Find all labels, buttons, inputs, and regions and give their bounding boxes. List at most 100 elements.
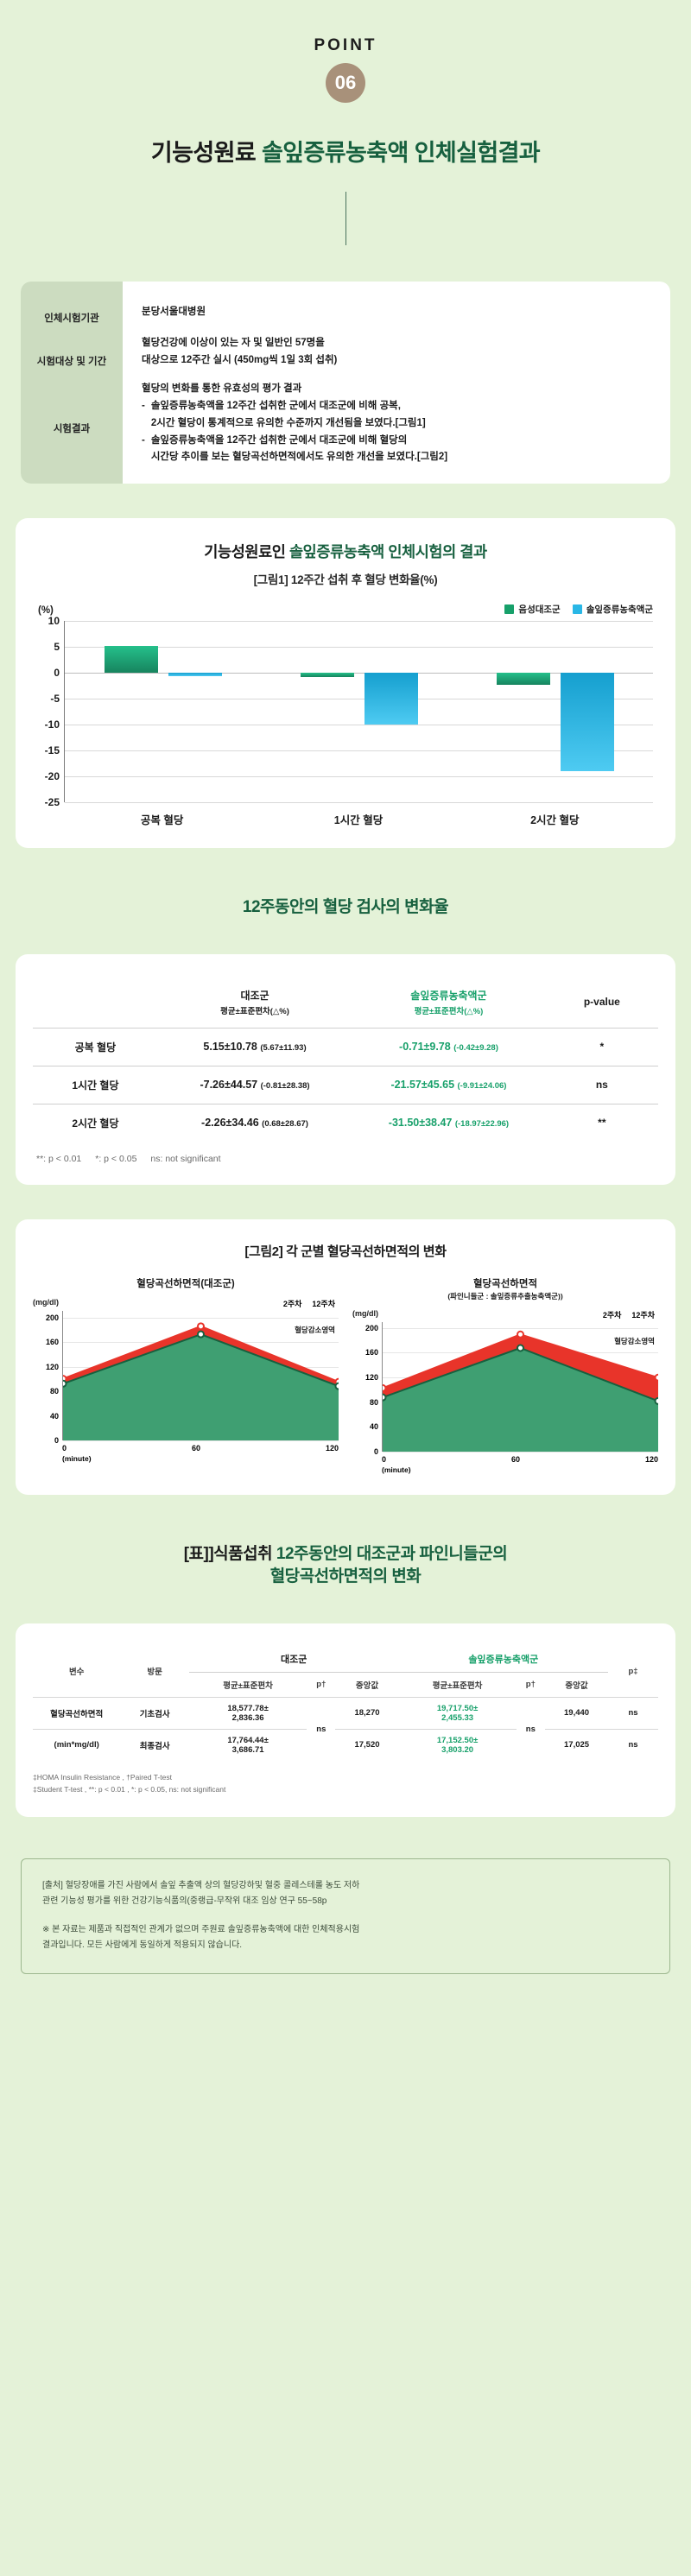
auc-svg	[383, 1330, 658, 1452]
bullet-dash-icon: -	[142, 401, 145, 412]
auc-y-tick: 120	[365, 1372, 378, 1382]
legend-item-control: 음성대조군	[504, 603, 561, 616]
auc-y-tick: 200	[365, 1323, 378, 1332]
footer-source-line2: 관련 기능성 평가를 위한 건강기능식품의(중랭급-무작위 대조 임상 연구 5…	[42, 1896, 327, 1907]
th-p: p‡	[628, 1666, 638, 1676]
th-control-sub: 평균±표준편차(△%)	[220, 1006, 289, 1016]
bullet1-line2: 2시간 혈당이 통계적으로 유의한 수준까지 개선됨을 보였다.[그림1]	[150, 417, 426, 428]
cell-test-median: 19,440	[564, 1708, 590, 1718]
auc-gridline: 200	[365, 1324, 658, 1332]
auc-area-annotation: 혈당감소영역	[612, 1335, 656, 1346]
x-axis-label: 2시간 혈당	[530, 814, 580, 827]
y-axis-tick: 0	[54, 667, 60, 680]
chart-gridline: -25	[45, 796, 653, 808]
auc-x-tick: 60	[191, 1444, 200, 1453]
point-number-badge: 06	[326, 63, 365, 103]
bar-test	[560, 673, 614, 771]
auc-right-title-text: 혈당곡선하면적	[472, 1278, 538, 1289]
bar-chart-title-accent: 솔잎증류농축액 인체시험의 결과	[288, 543, 487, 561]
info-label-subjects: 시험대상 및 기간	[36, 357, 107, 367]
auc-x-tick: 120	[325, 1444, 339, 1453]
legend-swatch	[572, 604, 582, 615]
table-row: 공복 혈당 5.15±10.78 (5.67±11.93) -0.71±9.78 (…	[33, 1028, 658, 1066]
bar-group	[457, 621, 653, 802]
th-control: 대조군 평균±표준편차(△%)	[158, 977, 352, 1029]
chart-gridline: 0	[54, 667, 653, 679]
auc-y-tick: 0	[373, 1446, 378, 1456]
th-test-p: p†	[525, 1680, 536, 1690]
auc-point	[197, 1331, 205, 1339]
table-row: 혈당곡선하면적 기초검사 18,577.78± 2,836.36 ns 18,270 19,…	[33, 1697, 658, 1734]
legend-swatch	[504, 604, 515, 615]
x-axis-label: 1시간 혈당	[333, 814, 384, 827]
auc-title: [그림2] 각 군별 혈당곡선하면적의 변화	[244, 1244, 447, 1259]
table2-group-row: 변수 방문 대조군 솔잎증류농축액군 p‡	[33, 1645, 658, 1677]
auc-point	[383, 1393, 387, 1402]
auc-left-title: 혈당곡선하면적(대조군)	[33, 1277, 339, 1292]
chart-gridline: -15	[45, 744, 653, 756]
auc-y-tick: 160	[45, 1338, 59, 1347]
bullet-dash-icon: -	[142, 434, 145, 446]
bar-group	[65, 621, 261, 802]
auc-y-tick: 0	[54, 1436, 59, 1446]
study-info-content: 분당서울대병원 혈당건강에 이상이 있는 자 및 일반인 57명을 대상으로 1…	[123, 282, 670, 484]
info-hospital: 분당서울대병원	[142, 307, 206, 317]
page-title-accent: 솔잎증류농축액 인체실험결과	[262, 140, 541, 166]
row-label: 1시간 혈당	[72, 1079, 119, 1092]
table1-header-row: 대조군 평균±표준편차(△%) 솔잎증류농축액군 평균±표준편차(△%) p-v…	[33, 977, 658, 1029]
auc-x-tick: 0	[382, 1454, 387, 1464]
info-results-bullet-2: - 솔잎증류농축액을 12주간 섭취한 군에서 대조군에 비해 혈당의 시간당 …	[142, 433, 655, 467]
bar-test	[168, 673, 222, 677]
footer-source: [출처] 혈당장애를 가진 사람에서 솔잎 추출액 상의 혈당강하및 혈중 콜레…	[42, 1878, 649, 1910]
auc-left-legend-week12: 12주차	[312, 1300, 335, 1309]
cell-variable: 혈당곡선하면적	[50, 1709, 104, 1719]
cell-test-p: ns	[525, 1724, 536, 1734]
row-label: 공복 혈당	[74, 1041, 117, 1054]
table1-head: 대조군 평균±표준편차(△%) 솔잎증류농축액군 평균±표준편차(△%) p-v…	[33, 977, 658, 1029]
th-pvalue: p-value	[583, 996, 620, 1009]
auc-point	[197, 1322, 205, 1331]
cell-variable: (min*mg/dl)	[54, 1740, 99, 1750]
bar-test	[364, 673, 418, 725]
y-axis-tick: -20	[44, 770, 60, 783]
auc-y-tick: 40	[369, 1422, 378, 1432]
auc-area-annotation: 혈당감소영역	[293, 1325, 337, 1336]
glucose-change-table: 대조군 평균±표준편차(△%) 솔잎증류농축액군 평균±표준편차(△%) p-v…	[33, 977, 658, 1142]
auc-chart-card: [그림2] 각 군별 혈당곡선하면적의 변화 혈당곡선하면적(대조군) (mg/…	[16, 1218, 675, 1495]
auc-left-unit: (mg/dl)	[33, 1298, 59, 1307]
auc-x-tick: 60	[510, 1454, 520, 1464]
bar-chart-card: 기능성원료인 솔잎증류농축액 인체시험의 결과 [그림1] 12주간 섭취 후 …	[16, 518, 675, 849]
chart-gridline: -20	[45, 770, 653, 782]
th-blank	[33, 977, 158, 1029]
bar-group	[261, 621, 457, 802]
table-note: ‡HOMA Insulin Resistance , †Paired T-tes…	[33, 1772, 172, 1782]
table-note: *: p < 0.05	[95, 1153, 137, 1164]
bar-chart-plot: 10 5 0 -5 -10 -15 -20 -25	[45, 615, 653, 808]
y-axis-tick: 10	[48, 615, 60, 628]
info-label-institution: 인체시험기관	[44, 313, 99, 324]
cell-test-median: 17,025	[564, 1740, 590, 1750]
th-test-sub: 평균±표준편차(△%)	[414, 1006, 484, 1016]
info-results-heading: 혈당의 변화를 통한 유효성의 평가 결과	[142, 383, 302, 395]
auc-charts-row: 혈당곡선하면적(대조군) (mg/dl) 2주차 12주차 200 160 120 8…	[33, 1277, 658, 1474]
footer-disclaimer-line1: ※ 본 자료는 제품과 직접적인 관계가 없으며 주원료 솔잎증류농축액에 대한…	[42, 1924, 360, 1934]
cell-control: -7.26±44.57 (-0.81±28.38)	[200, 1079, 310, 1092]
th-group-control: 대조군	[188, 1645, 399, 1673]
auc-right-legend: (mg/dl) 2주차 12주차	[352, 1309, 655, 1320]
th-ctrl-median: 중앙값	[355, 1680, 379, 1691]
footer-box: [출처] 혈당장애를 가진 사람에서 솔잎 추출액 상의 혈당강하및 혈중 콜레…	[21, 1858, 670, 1974]
row-label: 2시간 혈당	[72, 1117, 119, 1130]
auc-left-legend-week2: 2주차	[282, 1300, 302, 1309]
auc-change-table: 변수 방문 대조군 솔잎증류농축액군 p‡ 평균±표준편차 p† 중앙값 평균±…	[33, 1645, 658, 1761]
table-row: (min*mg/dl) 최종검사 17,764.44± 3,686.71 17,520 1…	[33, 1729, 658, 1761]
y-axis-unit: (%)	[38, 605, 54, 617]
auc-point	[517, 1330, 524, 1339]
table-note: **: p < 0.01	[36, 1153, 82, 1164]
info-results-bullet-1: - 솔잎증류농축액을 12주간 섭취한 군에서 대조군에 비해 공복, 2시간 …	[142, 398, 655, 433]
cell-method: 최종검사	[139, 1741, 170, 1751]
auc-y-tick: 160	[365, 1348, 378, 1358]
table1-card: 대조군 평균±표준편차(△%) 솔잎증류농축액군 평균±표준편차(△%) p-v…	[16, 953, 675, 1185]
legend-label: 솔잎증류농축액군	[586, 604, 653, 616]
y-axis-tick: -5	[50, 693, 60, 706]
auc-right-unit: (mg/dl)	[352, 1308, 378, 1318]
